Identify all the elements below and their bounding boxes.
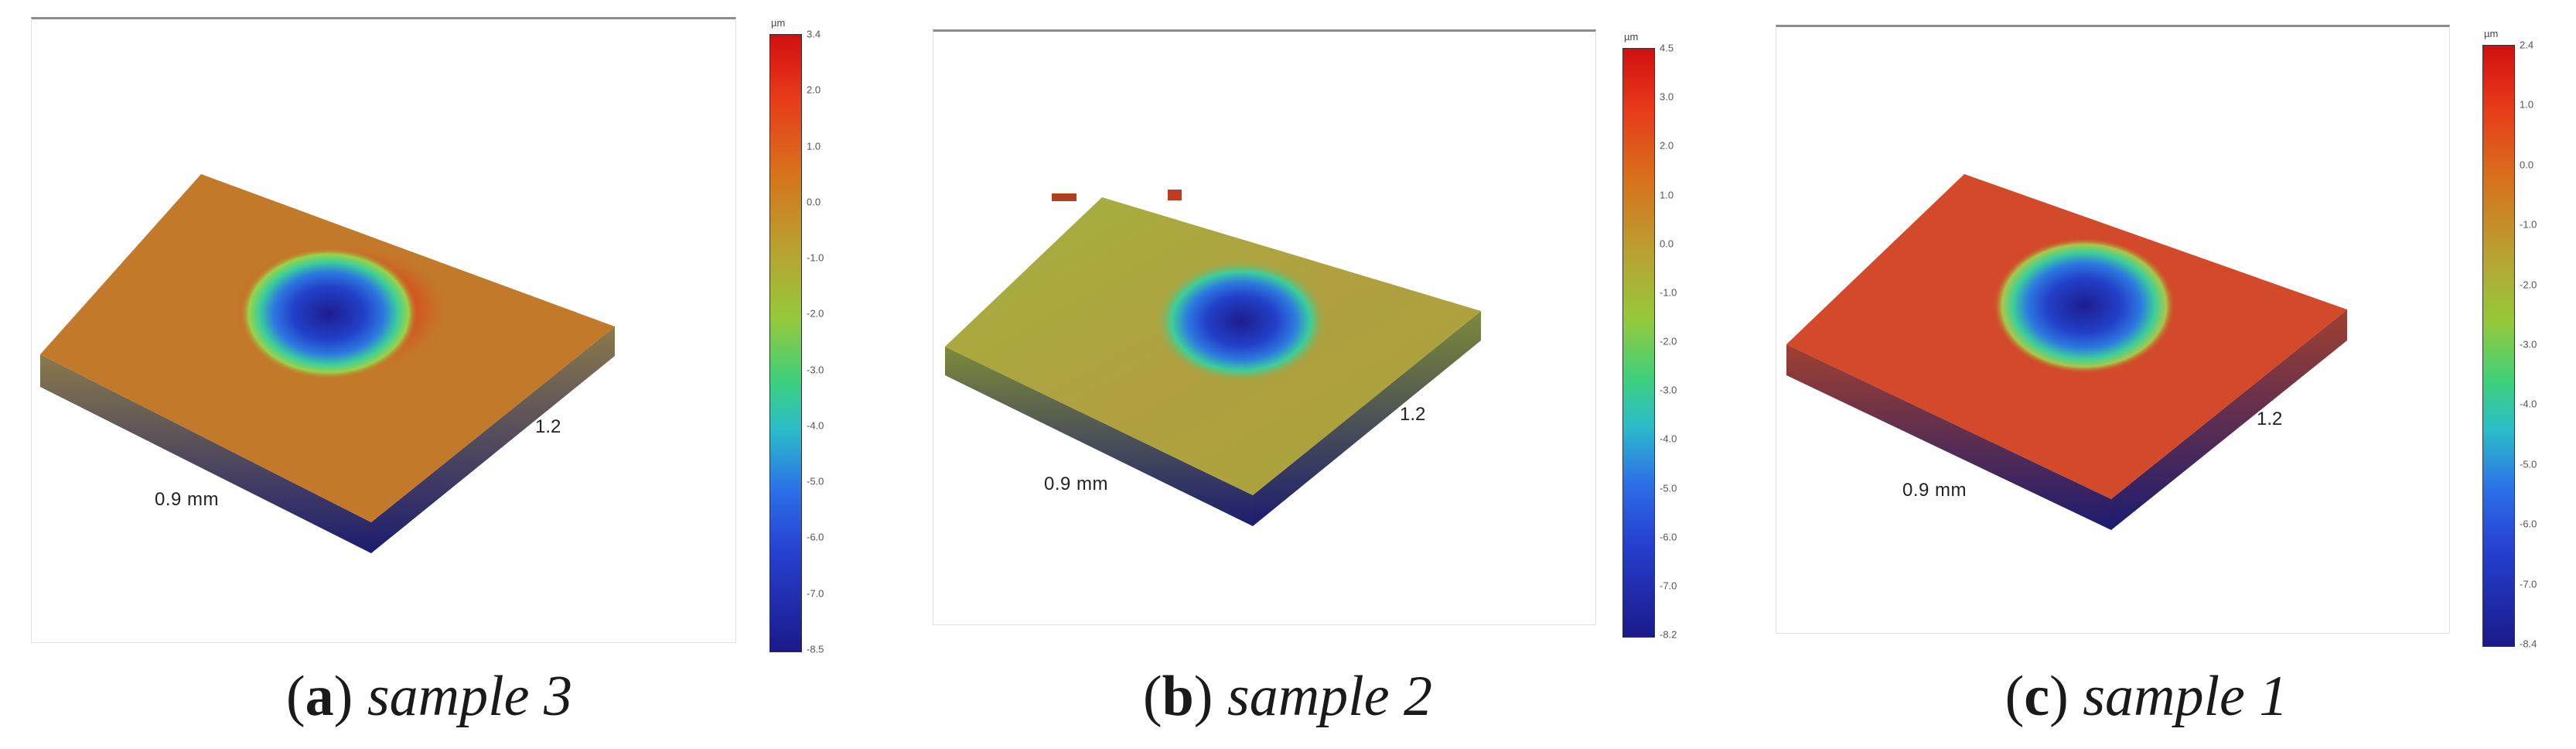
panel-sample-2: 0.9 mm 1.2 µm 4.5 3.0 2.0 1.0 0.0 -1.0 -2.0 -3.… [858, 0, 1717, 749]
panel-caption: (a) sample 3 [286, 665, 572, 728]
colorbar-tick-label: -6.0 [807, 531, 824, 543]
colorbar-unit: µm [771, 17, 786, 29]
caption-letter: b [1162, 665, 1194, 728]
surface-3d-plot [1779, 166, 2351, 546]
colorbar-unit: µm [2484, 28, 2499, 39]
caption-sample-name: sample 3 [367, 665, 572, 728]
colorbar-tick-label: 2.4 [2520, 39, 2534, 51]
colorbar-tick-label: -1.0 [807, 251, 824, 264]
panel-sample-3: 0.9 mm 1.2 µm 3.4 2.0 1.0 0.0 -1.0 -2.0 -3.0 -4… [0, 0, 858, 749]
panel-sample-1: 0.9 mm 1.2 µm 2.4 1.0 0.0 -1.0 -2.0 -3.0 -4.0 -… [1717, 0, 2576, 749]
caption-letter: c [2024, 665, 2050, 728]
colorbar-tick-label: -2.0 [2520, 279, 2537, 291]
panel-caption: (c) sample 1 [2005, 665, 2288, 728]
depth-axis-label: 1.2 [2257, 409, 2283, 429]
colorbar-tick-label: -8.2 [1660, 628, 1677, 641]
colorbar-tick-label: -4.0 [807, 419, 824, 432]
surface-3d-graphic [945, 190, 1481, 526]
depth-axis-label: 1.2 [535, 416, 561, 437]
width-axis-label: 0.9 mm [155, 489, 220, 510]
surface-3d-graphic [40, 174, 615, 553]
caption-sample-name: sample 2 [1227, 665, 1433, 728]
colorbar-tick-label: 3.4 [807, 28, 821, 40]
surface-3d-plot [31, 155, 619, 557]
colorbar-tick-label: 1.0 [1660, 189, 1674, 200]
width-axis-label: 0.9 mm [1044, 474, 1109, 494]
colorbar-tick-label: -6.0 [1660, 531, 1677, 543]
surface-3d-graphic [1786, 174, 2347, 530]
colorbar-tick-label: -1.0 [1660, 286, 1677, 299]
colorbar-tick-label: -3.0 [807, 364, 824, 376]
colorbar-tick-label: -1.0 [2520, 218, 2537, 231]
colorbar-tick-label: -7.0 [2520, 578, 2537, 590]
depth-axis-label: 1.2 [1400, 404, 1426, 425]
width-axis-label: 0.9 mm [1902, 480, 1967, 501]
caption-letter: a [305, 665, 334, 728]
colorbar-tick-label: -2.0 [807, 307, 824, 320]
colorbar-tick-label: -3.0 [2520, 338, 2537, 351]
colorbar-tick-label: -5.0 [807, 475, 824, 487]
colorbar-tick-label: 0.0 [1660, 238, 1674, 250]
colorbar-tick-label: -5.0 [1660, 482, 1677, 494]
colorbar-tick-label: -6.0 [2520, 518, 2537, 530]
colorbar-tick-label: 1.0 [807, 140, 821, 152]
colorbar-unit: µm [1624, 31, 1639, 43]
colorbar-tick-label: 0.0 [807, 196, 821, 208]
colorbar-tick-label: -4.0 [1660, 433, 1677, 445]
colorbar-tick-label: -7.0 [807, 587, 824, 600]
colorbar-tick-label: 2.0 [807, 84, 821, 96]
colorbar-gradient [1622, 48, 1655, 638]
colorbar-tick-label: -4.0 [2520, 398, 2537, 410]
colorbar-tick-label: 4.5 [1660, 42, 1674, 54]
colorbar-tick-label: -8.4 [2520, 638, 2537, 650]
colorbar-tick-label: 3.0 [1660, 91, 1674, 103]
panel-caption: (b) sample 2 [1142, 665, 1433, 728]
colorbar-tick-label: -8.5 [807, 643, 824, 655]
colorbar-tick-label: -2.0 [1660, 335, 1677, 347]
surface-3d-plot [936, 186, 1493, 549]
colorbar-tick-label: 0.0 [2520, 159, 2534, 171]
caption-sample-name: sample 1 [2083, 665, 2288, 728]
colorbar-tick-label: 1.0 [2520, 98, 2534, 111]
colorbar-tick-label: -5.0 [2520, 458, 2537, 470]
colorbar-gradient [769, 34, 802, 652]
colorbar-gradient [2482, 45, 2515, 647]
colorbar-tick-label: 2.0 [1660, 139, 1674, 152]
colorbar-tick-label: -3.0 [1660, 384, 1677, 396]
colorbar-tick-label: -7.0 [1660, 580, 1677, 592]
